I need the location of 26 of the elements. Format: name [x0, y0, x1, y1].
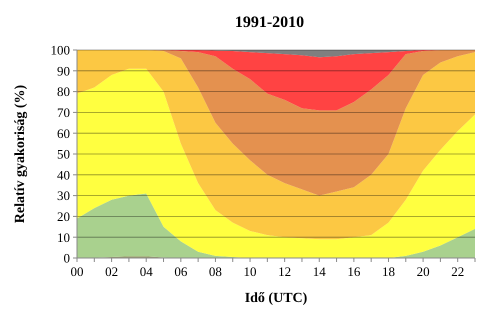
- x-tick-label: 14: [312, 264, 326, 279]
- x-tick-label: 10: [244, 264, 257, 279]
- y-tick-label: 10: [57, 230, 70, 245]
- x-tick-label: 08: [208, 264, 222, 279]
- x-tick-label: 06: [174, 264, 188, 279]
- x-tick-label: 20: [416, 264, 430, 279]
- x-tick-label: 12: [278, 264, 292, 279]
- y-tick-label: 80: [57, 84, 70, 100]
- x-tick-label: 16: [347, 264, 361, 279]
- y-tick-label: 50: [57, 146, 70, 162]
- x-tick-label: 22: [451, 264, 464, 279]
- x-tick-label: 18: [382, 264, 395, 279]
- y-tick-label: 100: [50, 42, 70, 58]
- y-tick-label: 30: [57, 188, 70, 204]
- y-tick-label: 70: [57, 104, 70, 120]
- y-tick-label: 40: [57, 167, 70, 182]
- y-tick-label: 60: [57, 126, 70, 141]
- y-axis-title: Relatív gyakoriság (%): [13, 84, 28, 224]
- y-tick-label: 90: [57, 63, 70, 78]
- x-tick-label: 00: [70, 264, 84, 279]
- x-axis-title: Idő (UTC): [244, 291, 308, 306]
- x-tick-label: 04: [140, 264, 154, 279]
- y-tick-label: 20: [57, 208, 70, 224]
- chart-title: 1991-2010: [234, 14, 304, 31]
- x-tick-label: 02: [105, 264, 118, 279]
- y-tick-label: 0: [64, 250, 70, 266]
